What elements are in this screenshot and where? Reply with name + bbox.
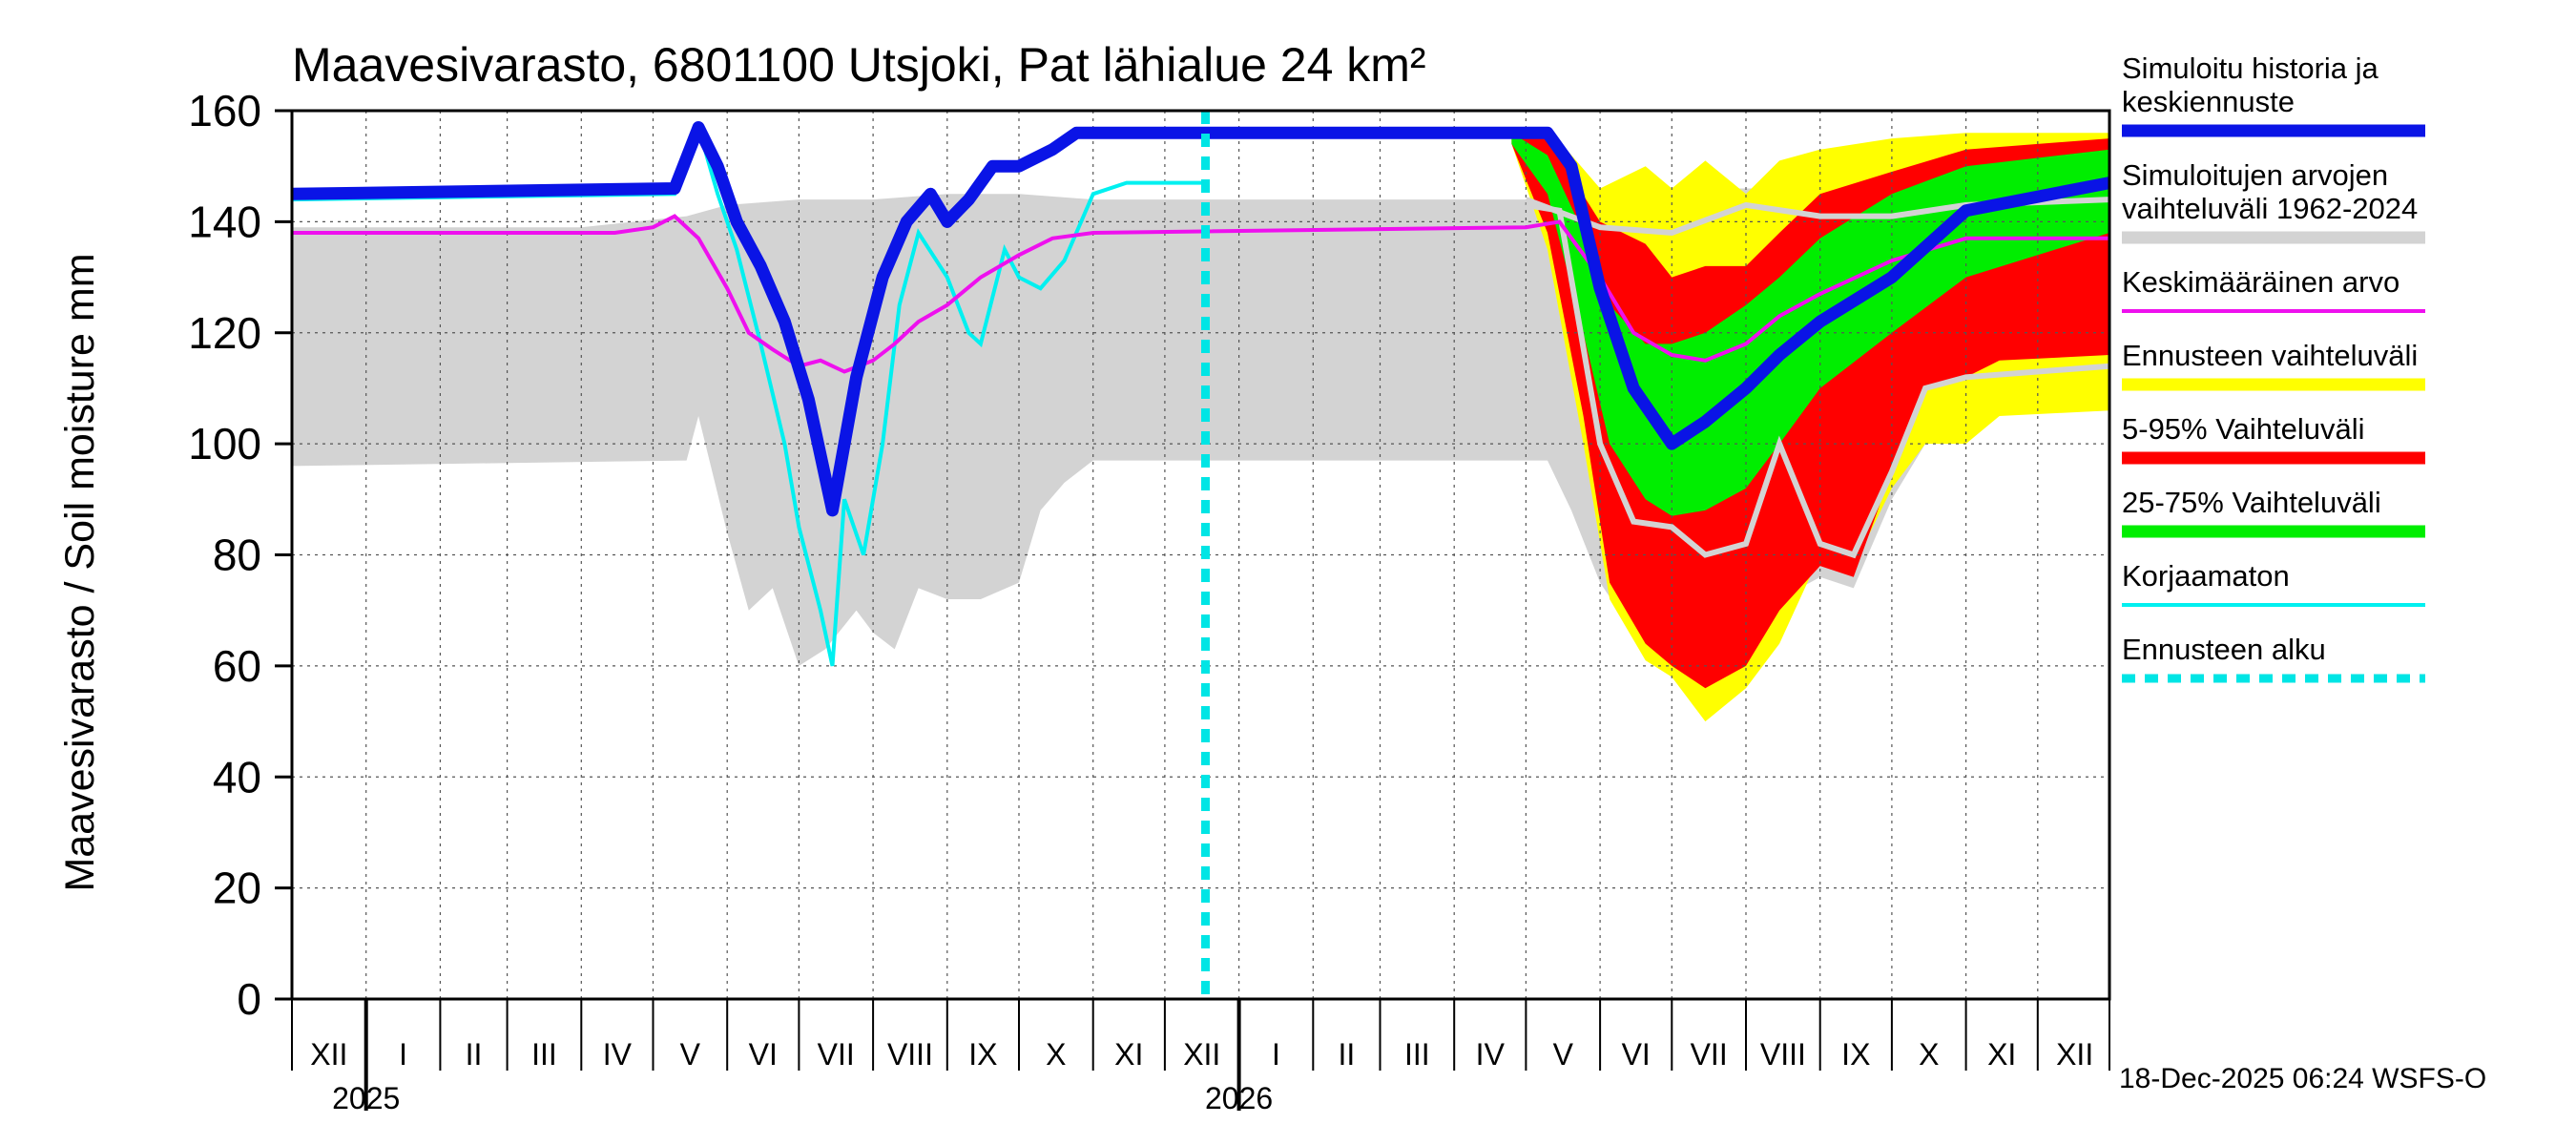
simulated-line [291,121,2111,517]
legend: Simuloitu historia jakeskiennusteSimuloi… [2122,52,2425,683]
month-label: XI [1987,1037,2016,1072]
month-label: I [399,1037,407,1072]
y-axis: 0 20 40 60 80 100 120 140 160 [188,86,292,1024]
x-axis: XII I II III IV V VI VII VIII IX X XI XII I II III IV V VI… [291,999,2110,1115]
y-tick-label: 160 [188,86,261,135]
legend-item: 25-75% Vaihteluväli [2122,486,2425,538]
legend-label: 25-75% Vaihteluväli [2122,486,2381,519]
month-label: II [466,1037,483,1072]
month-label: XII [2056,1037,2093,1072]
legend-item: Ennusteen alku [2122,633,2425,683]
y-axis-label: Maavesivarasto / Soil moisture mm [57,253,103,891]
legend-item: Keskimääräinen arvo [2122,265,2425,313]
month-label: VI [749,1037,778,1072]
series-layer [292,127,2109,722]
legend-item: 5-95% Vaihteluväli [2122,412,2425,465]
month-label: V [1553,1037,1574,1072]
legend-label: Simuloitujen arvojen [2122,158,2388,192]
chart-title: Maavesivarasto, 6801100 Utsjoki, Pat läh… [292,38,1426,92]
month-label: VIII [1760,1037,1806,1072]
legend-label: Korjaamaton [2122,559,2290,593]
month-label: IX [968,1037,997,1072]
month-label: VII [818,1037,855,1072]
legend-item: Ennusteen vaihteluväli [2122,339,2425,391]
grid-layer [292,111,2109,999]
month-label: X [1919,1037,1939,1072]
month-label: V [680,1037,701,1072]
month-label: XI [1114,1037,1143,1072]
legend-label: Keskimääräinen arvo [2122,265,2399,299]
mean-line [292,214,2109,374]
y-tick-label: 40 [213,752,261,802]
legend-label: vaihteluväli 1962-2024 [2122,192,2418,225]
month-label: I [1272,1037,1280,1072]
month-label: VI [1622,1037,1651,1072]
y-tick-label: 60 [213,641,261,691]
month-label: VIII [887,1037,933,1072]
y-tick-label: 80 [213,531,261,580]
y-tick-label: 100 [188,419,261,468]
plot-area [290,109,2111,1001]
month-label: IV [603,1037,633,1072]
legend-label: keskiennuste [2122,85,2295,118]
forecast-gray-median-line [1525,201,2110,559]
legend-label: 5-95% Vaihteluväli [2122,412,2364,446]
y-tick-label: 0 [237,974,261,1024]
month-label: XII [310,1037,347,1072]
y-tick-label: 140 [188,197,261,246]
year-label: 2026 [1205,1081,1273,1115]
legend-item: Korjaamaton [2122,559,2425,607]
forecast-gray-upper-line [1525,197,2110,237]
month-label: VII [1691,1037,1728,1072]
legend-label: Ennusteen vaihteluväli [2122,339,2418,372]
month-label: XII [1183,1037,1220,1072]
month-label: IV [1476,1037,1506,1072]
footer-timestamp: 18-Dec-2025 06:24 WSFS-O [2119,1063,2486,1094]
month-label: II [1339,1037,1356,1072]
y-tick-label: 20 [213,864,261,913]
legend-label: Ennusteen alku [2122,633,2326,666]
uncorrected-line [291,120,1206,667]
y-tick-label: 120 [188,308,261,358]
month-label: X [1046,1037,1066,1072]
legend-label: Simuloitu historia ja [2122,52,2379,85]
year-label: 2025 [332,1081,400,1115]
month-label: III [531,1037,557,1072]
month-label: III [1404,1037,1430,1072]
line-layer [291,111,2111,999]
month-label: IX [1841,1037,1870,1072]
